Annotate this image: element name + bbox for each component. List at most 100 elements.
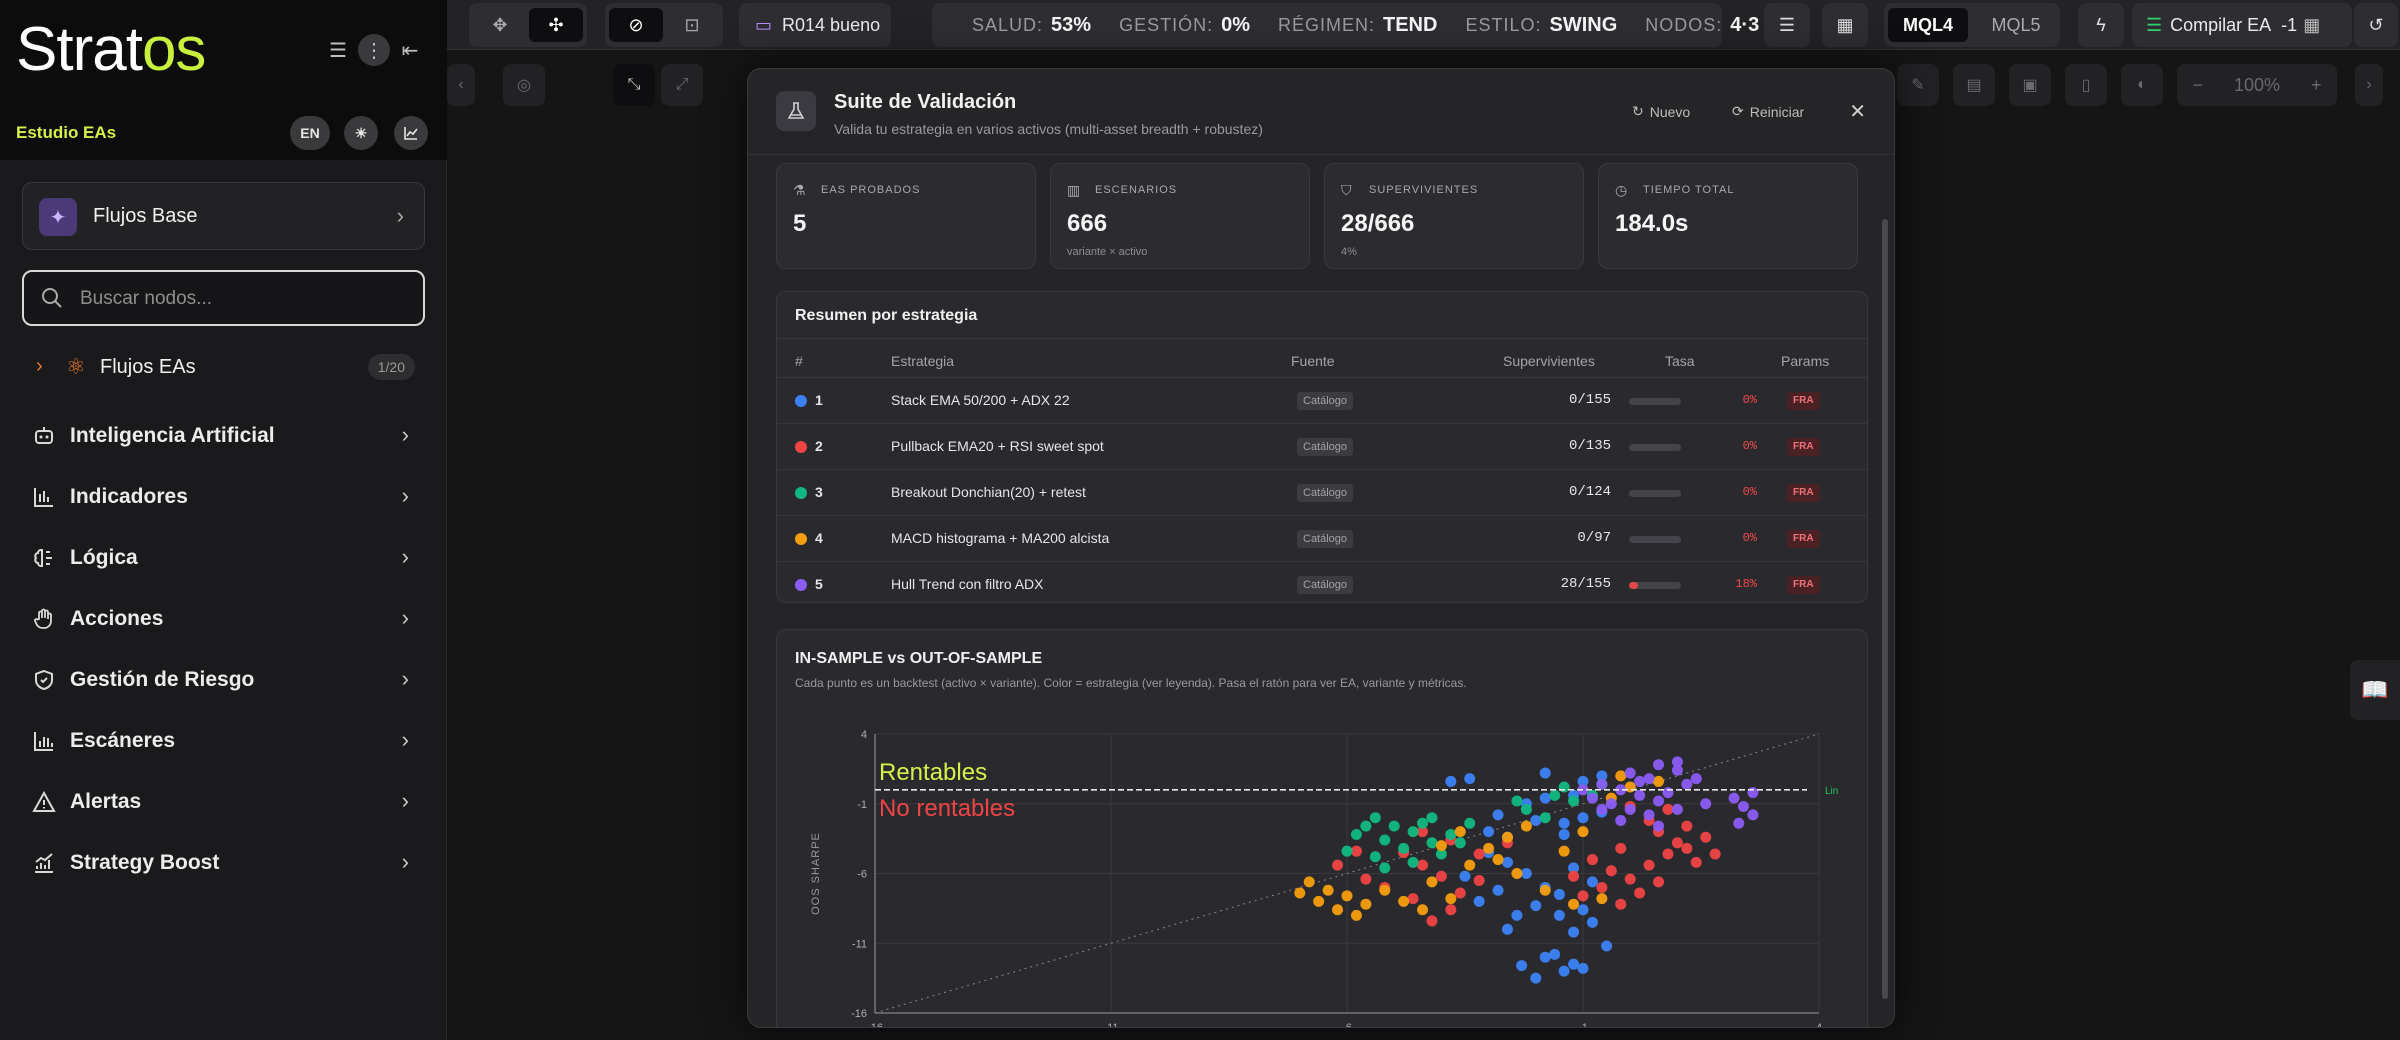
scatter-point [1634,789,1646,801]
chevron-left-icon[interactable]: ‹ [447,64,475,106]
scatter-point [1435,840,1447,852]
scatter-point [1445,893,1457,905]
sidebar-item-strategy-boost[interactable]: Strategy Boost › [22,839,425,885]
estilo-label: ESTILO: [1465,14,1542,35]
scatter-point [1558,781,1570,793]
scatter-point [1483,842,1495,854]
table-row[interactable]: 2 Pullback EMA20 + RSI sweet spot Catálo… [777,424,1867,470]
search-input[interactable] [80,284,410,314]
palette-icon[interactable]: ◐ [2121,64,2163,106]
history-button[interactable]: ↺ [2354,3,2398,47]
sidebar-item-acciones[interactable]: Acciones › [22,595,425,641]
mql5-button[interactable]: MQL5 [1991,14,2041,35]
scatter-point [1294,887,1306,899]
edit-icon[interactable]: ✎ [1897,64,1939,106]
scatter-point [1586,792,1598,804]
stat-card-escenarios: ▥ ESCENARIOS 666 variante × activo [1050,163,1310,269]
stat-card-tiempo-total: ◷ TIEMPO TOTAL 184.0s [1598,163,1858,269]
regimen-value: TEND [1383,13,1438,36]
grid-icon: ▦ [1836,14,1854,35]
scatter-point [1520,820,1532,832]
top-toolbar: ✥ ✣ ⊘ ⊡ ▭ R014 bueno SALUD: 53% GESTIÓN: 0… [447,0,2400,50]
sidebar-item-inteligencia-artificial[interactable]: Inteligencia Artificial › [22,412,425,458]
x-tick-label: -1 [1578,1022,1588,1028]
scatter-point [1596,778,1608,790]
table-row[interactable]: 1 Stack EMA 50/200 + ADX 22 Catálogo 0/1… [777,378,1867,424]
sidebar-item-logica[interactable]: Lógica › [22,534,425,580]
params-badge[interactable]: FRA [1787,576,1820,594]
scatter-point [1454,837,1466,849]
shrink-icon[interactable]: ⤡ [613,64,655,106]
scatter-point [1417,904,1429,916]
table-row[interactable]: 3 Breakout Donchian(20) + retest Catálog… [777,470,1867,516]
menu-icon[interactable]: ☰ [329,39,347,62]
boost-button[interactable]: ϟ [2078,3,2124,47]
chart-line-icon[interactable] [394,116,428,150]
strategy-color-dot [795,441,807,453]
base-flows-button[interactable]: ✦ Flujos Base › [22,182,425,250]
table-row[interactable]: 5 Hull Trend con filtro ADX Catálogo 28/… [777,562,1867,602]
scatter-point [1539,767,1551,779]
compile-grid-icon: ▦ [2303,14,2321,35]
calculator-icon[interactable]: ▤ [1953,64,1995,106]
language-button[interactable]: EN [290,116,330,150]
expand-icon[interactable]: ⤢ [661,64,703,106]
new-button[interactable]: ↻ Nuevo [1632,103,1690,120]
chevron-right-icon[interactable]: › [2355,64,2383,106]
scatter-point [1662,787,1674,799]
book-icon[interactable]: 📖 [2350,660,2400,720]
scatter-plot[interactable]: -16 -11 -6 -1 4 4 -1 -6 -11 -16 OOS SHARPE Lin Renta… [777,630,1868,1028]
restart-button[interactable]: ⟳ Reiniciar [1732,103,1804,120]
scatter-point [1549,948,1561,960]
file-icon[interactable]: ▯ [2065,64,2107,106]
sidebar-item-label: Acciones [70,607,164,630]
chevron-right-icon: › [401,605,409,630]
sidebar-item-indicadores[interactable]: Indicadores › [22,473,425,519]
more-vertical-icon[interactable]: ⋮ [358,34,390,66]
scatter-point [1624,873,1636,885]
hide-icon[interactable]: ⊘ [609,8,663,42]
pan-icon[interactable]: ✣ [529,8,583,42]
scatter-point [1577,812,1589,824]
scatter-point [1303,876,1315,888]
database-icon: ☰ [2146,14,2163,35]
grid-button[interactable]: ▦ [1822,3,1868,47]
move-icon[interactable]: ✥ [492,14,508,35]
restart-label: Reiniciar [1749,103,1805,120]
zoom-out-icon[interactable]: − [2192,74,2203,95]
scatter-point [1577,775,1589,787]
robot-icon [35,427,53,444]
frame-icon[interactable]: ▣ [2009,64,2051,106]
close-icon[interactable]: ✕ [1849,101,1866,123]
table-row[interactable]: 4 MACD histograma + MA200 alcista Catálo… [777,516,1867,562]
scatter-point [1492,854,1504,866]
bot-icon[interactable]: ⊡ [684,14,700,35]
zoom-in-icon[interactable]: + [2310,74,2322,95]
scrollbar[interactable] [1882,219,1888,999]
theme-sun-icon[interactable]: ☀ [344,116,378,150]
sidebar-item-escaneres[interactable]: Escáneres › [22,717,425,763]
mql4-button[interactable]: MQL4 [1888,8,1968,42]
collapse-sidebar-icon[interactable]: ⇤ [401,39,419,62]
list-button[interactable]: ☰ [1764,3,1810,47]
rate-bar [1629,490,1681,497]
project-label: R014 bueno [782,14,881,35]
params-badge[interactable]: FRA [1787,484,1820,502]
project-button[interactable]: ▭ R014 bueno [739,3,891,47]
params-badge[interactable]: FRA [1787,530,1820,548]
header-rate: Tasa [1665,353,1695,369]
ea-flows-count-badge: 1/20 [367,354,415,380]
scatter-point [1520,803,1532,815]
scatter-point [1445,828,1457,840]
table-header: # Estrategia Fuente Supervivientes Tasa … [777,338,1867,378]
scatter-point [1426,812,1438,824]
compile-ea-button[interactable]: ☰ Compilar EA -1 ▦ [2132,3,2352,47]
params-badge[interactable]: FRA [1787,392,1820,410]
fingerprint-icon[interactable]: ◎ [503,64,545,106]
sidebar-item-alertas[interactable]: Alertas › [22,778,425,824]
params-badge[interactable]: FRA [1787,438,1820,456]
sidebar-item-gestion-de-riesgo[interactable]: Gestión de Riesgo › [22,656,425,702]
ea-flows-item[interactable]: › ⚛ Flujos EAs 1/20 [22,346,425,388]
scatter-point [1671,803,1683,815]
scatter-point [1341,845,1353,857]
